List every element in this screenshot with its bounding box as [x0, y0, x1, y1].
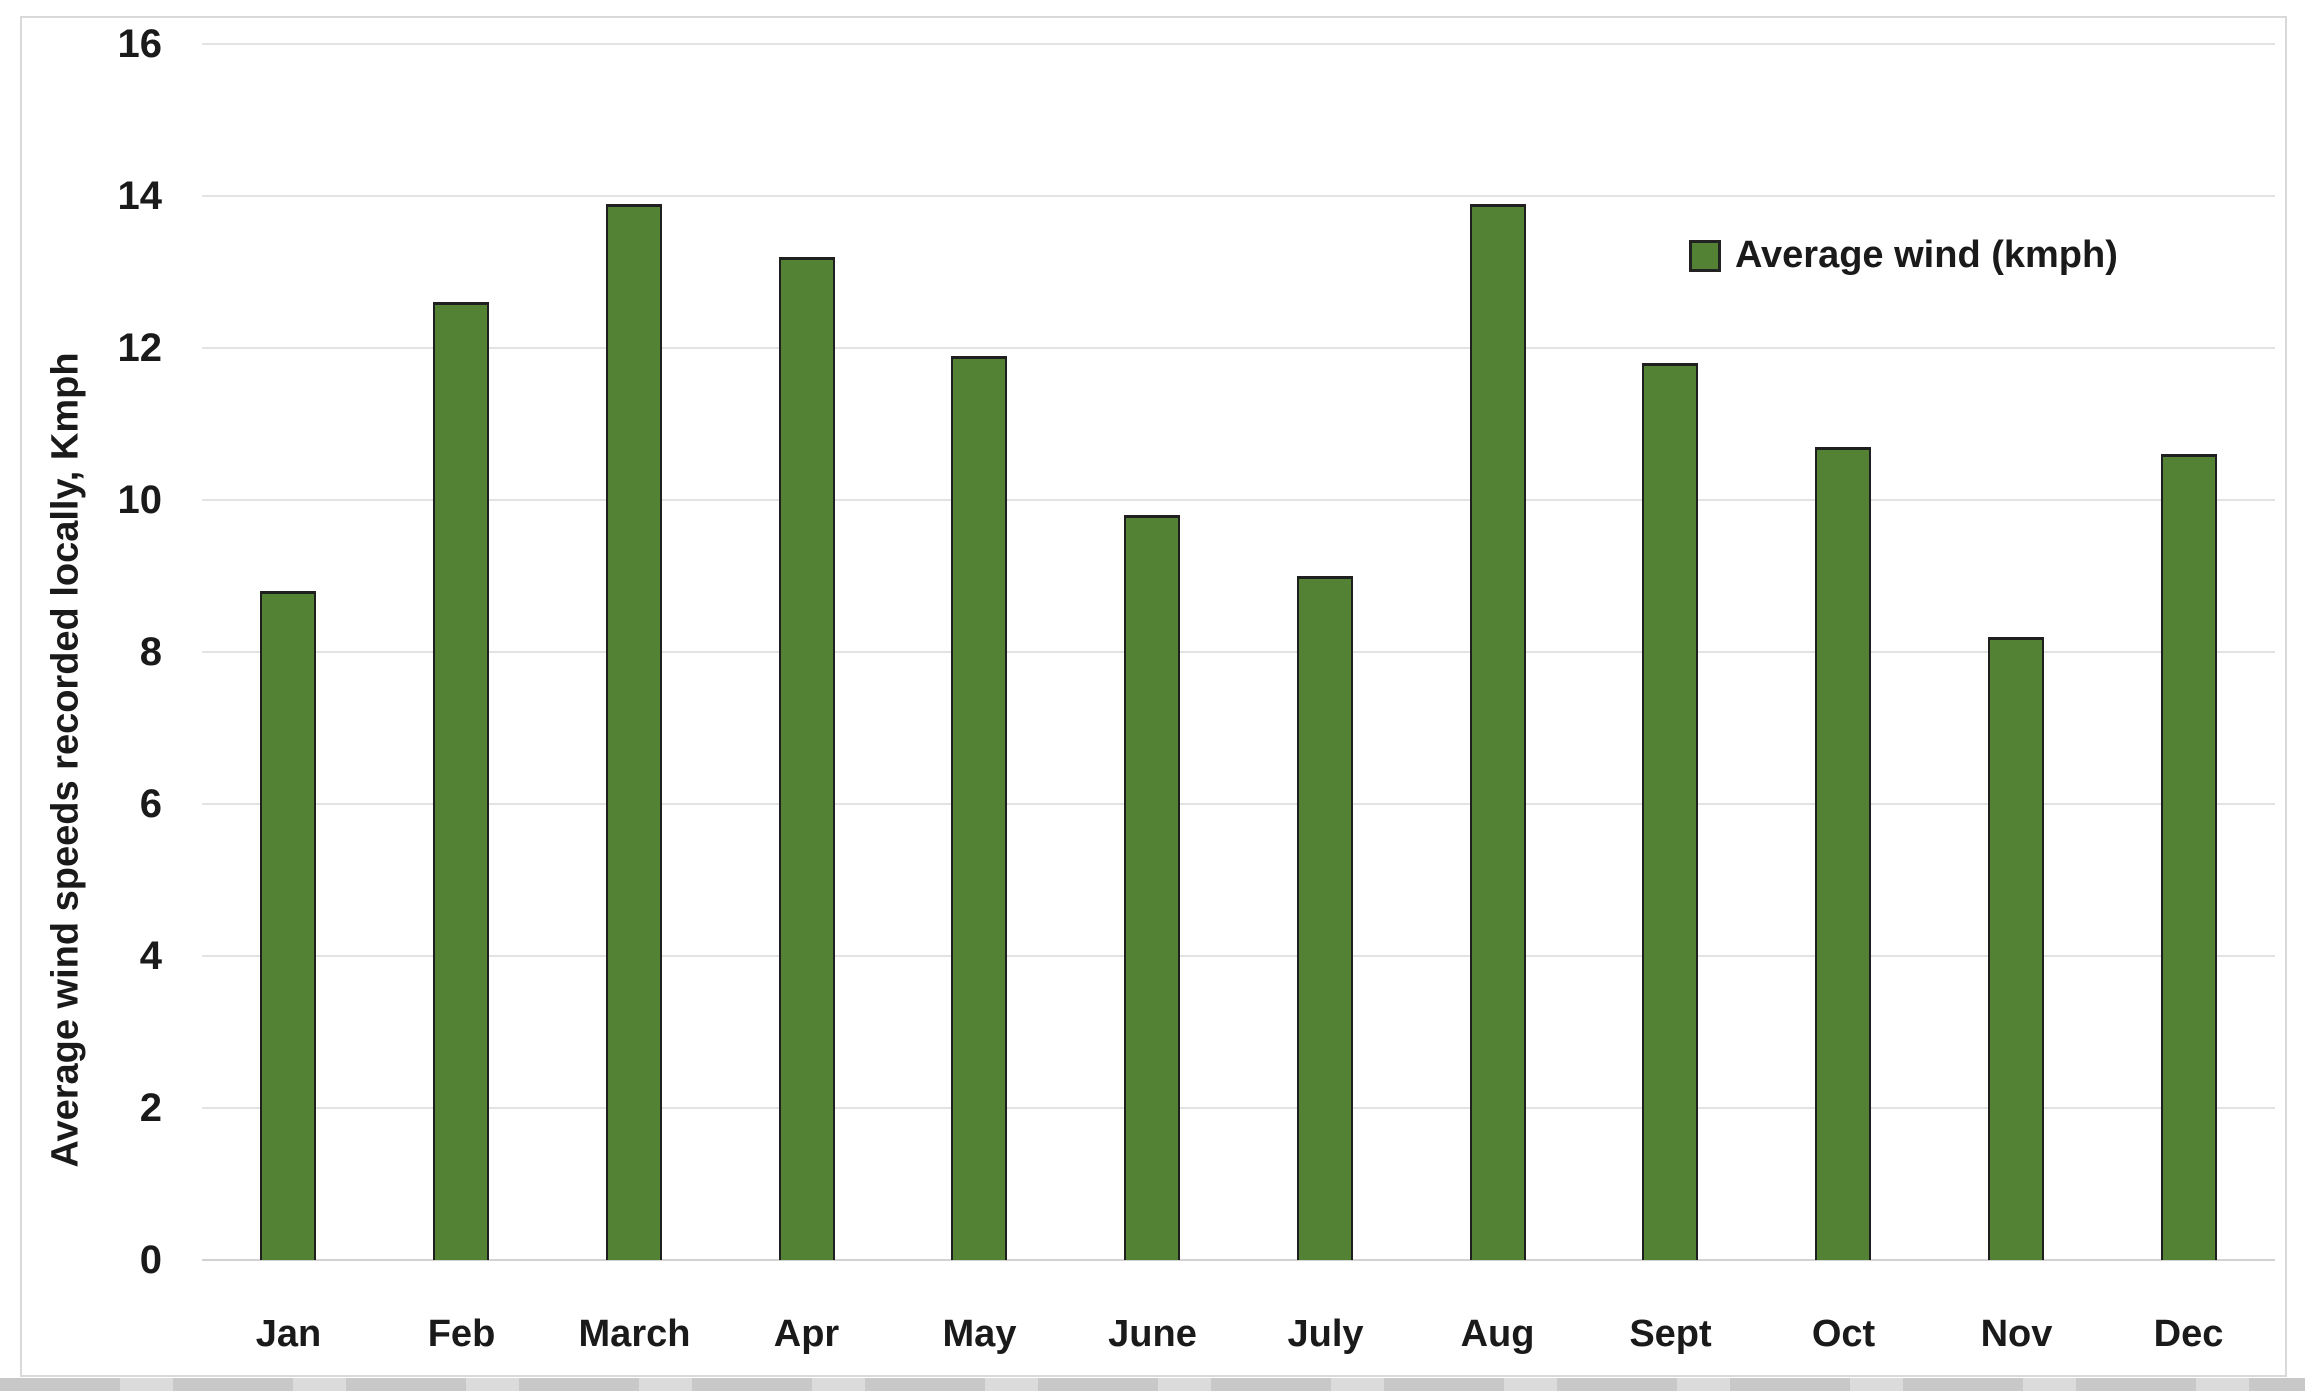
- gridline-8: [202, 651, 2275, 653]
- x-axis-label-nov: Nov: [1980, 1313, 2053, 1355]
- y-tick-label-4: 4: [139, 934, 162, 978]
- y-tick-label-0: 0: [139, 1238, 162, 1282]
- bar-apr: [779, 257, 835, 1260]
- gridline-6: [202, 803, 2275, 805]
- chart-frame: Average wind speeds recorded locally, Km…: [20, 16, 2287, 1377]
- legend: Average wind (kmph): [1689, 234, 2118, 277]
- x-axis-label-aug: Aug: [1460, 1313, 1535, 1355]
- bar-oct: [1815, 447, 1871, 1260]
- y-tick-label-10: 10: [117, 478, 163, 522]
- y-tick-label-16: 16: [117, 22, 163, 66]
- spreadsheet-edge-strip: [0, 1378, 2305, 1391]
- gridline-14: [202, 195, 2275, 197]
- x-axis-label-jan: Jan: [255, 1313, 322, 1355]
- y-tick-label-8: 8: [139, 630, 162, 674]
- bar-sept: [1642, 363, 1698, 1260]
- bar-july: [1297, 576, 1353, 1260]
- y-tick-label-12: 12: [117, 326, 163, 370]
- gridline-12: [202, 347, 2275, 349]
- bar-jan: [260, 591, 316, 1260]
- bar-nov: [1988, 637, 2044, 1260]
- x-axis-label-apr: Apr: [773, 1313, 840, 1355]
- legend-swatch-icon: [1689, 239, 1721, 272]
- x-axis-label-feb: Feb: [427, 1313, 496, 1355]
- x-axis-label-dec: Dec: [2153, 1313, 2224, 1355]
- legend-label: Average wind (kmph): [1735, 234, 2118, 276]
- x-axis-label-march: March: [578, 1313, 691, 1355]
- bar-aug: [1470, 204, 1526, 1260]
- x-axis-label-june: June: [1108, 1313, 1197, 1355]
- x-axis-label-may: May: [942, 1313, 1017, 1355]
- gridline-16: [202, 43, 2275, 45]
- gridline-2: [202, 1107, 2275, 1109]
- bar-june: [1124, 515, 1180, 1260]
- bar-may: [951, 356, 1007, 1260]
- x-axis-label-sept: Sept: [1629, 1313, 1712, 1355]
- x-axis-label-oct: Oct: [1811, 1313, 1876, 1355]
- gridline-4: [202, 955, 2275, 957]
- x-axis-label-july: July: [1287, 1313, 1364, 1355]
- gridline-10: [202, 499, 2275, 501]
- y-tick-label-2: 2: [139, 1086, 162, 1130]
- bar-feb: [433, 302, 489, 1260]
- x-axis-line: [202, 1259, 2275, 1261]
- bar-march: [606, 204, 662, 1260]
- y-tick-label-6: 6: [139, 782, 162, 826]
- y-tick-label-14: 14: [117, 174, 163, 218]
- bar-dec: [2161, 454, 2217, 1260]
